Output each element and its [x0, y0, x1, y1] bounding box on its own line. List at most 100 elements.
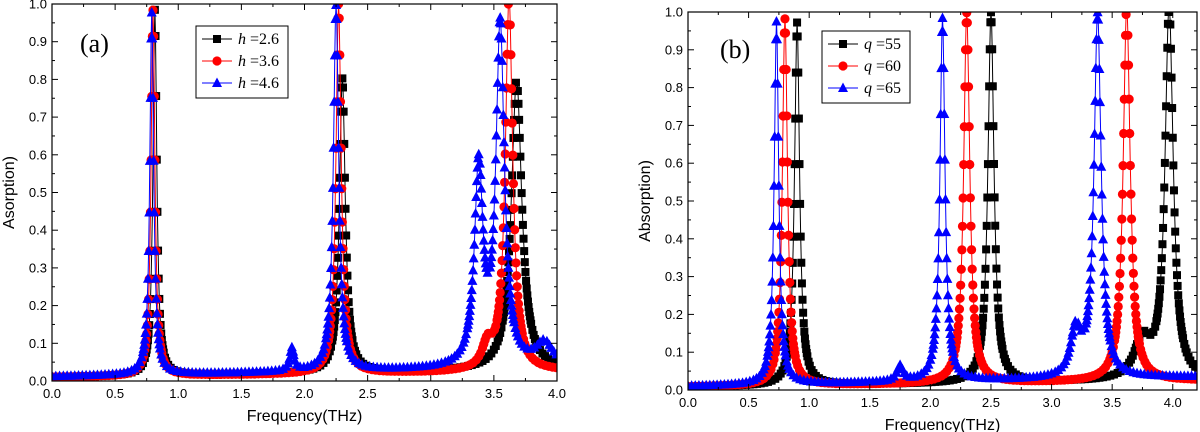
- data-point: [495, 287, 505, 298]
- data-point: [1125, 128, 1135, 139]
- data-point: [1095, 130, 1106, 140]
- data-point: [1088, 159, 1099, 169]
- data-point: [509, 133, 518, 142]
- data-point: [932, 289, 943, 300]
- data-point: [494, 333, 503, 342]
- data-point: [993, 280, 1002, 289]
- data-point: [783, 197, 793, 207]
- data-point: [498, 109, 509, 120]
- x-tick-label: 0.5: [740, 395, 758, 410]
- x-tick-label: 1.0: [800, 395, 818, 410]
- data-point: [148, 92, 158, 102]
- data-point: [1112, 316, 1122, 326]
- data-point: [503, 4, 513, 9]
- data-point: [1084, 284, 1095, 294]
- data-point: [803, 352, 812, 361]
- data-point: [776, 308, 787, 319]
- data-point: [772, 78, 783, 88]
- data-point: [326, 241, 337, 252]
- data-point: [938, 26, 949, 36]
- data-point: [340, 139, 349, 148]
- data-point: [797, 258, 806, 267]
- data-point: [966, 221, 976, 231]
- data-point: [525, 307, 534, 316]
- data-point: [507, 118, 517, 128]
- data-point: [805, 361, 814, 370]
- data-point: [1160, 183, 1169, 192]
- data-point: [524, 303, 533, 312]
- data-point: [154, 338, 165, 349]
- data-point: [153, 333, 164, 344]
- data-point: [977, 333, 986, 342]
- data-point: [149, 206, 160, 217]
- data-point: [518, 220, 527, 229]
- data-point: [1118, 160, 1128, 171]
- data-point: [987, 18, 996, 27]
- data-point: [930, 313, 941, 323]
- data-point: [494, 295, 505, 305]
- data-point: [1126, 214, 1137, 224]
- data-point: [1100, 289, 1111, 299]
- data-point: [794, 68, 803, 77]
- data-point: [1123, 30, 1133, 40]
- legend-item: h =3.6: [202, 53, 279, 70]
- data-point: [513, 299, 524, 309]
- data-point: [1151, 322, 1160, 331]
- data-point: [334, 231, 343, 240]
- data-point: [991, 245, 1000, 254]
- data-point: [785, 294, 796, 304]
- data-point: [148, 155, 159, 165]
- data-point: [1129, 292, 1140, 302]
- data-point: [325, 279, 336, 289]
- y-tick-label: 0.9: [665, 42, 683, 57]
- data-point: [343, 271, 352, 280]
- y-tick-label: 1.0: [29, 0, 47, 12]
- data-point: [1099, 266, 1110, 276]
- x-axis-title: Frequency(THz): [885, 417, 1001, 432]
- data-point: [1176, 312, 1185, 321]
- data-point: [324, 302, 335, 313]
- data-point: [499, 161, 510, 172]
- data-point: [335, 173, 344, 182]
- data-point: [335, 241, 346, 251]
- data-point: [980, 280, 989, 289]
- data-point: [1179, 334, 1188, 343]
- data-point: [1103, 323, 1114, 334]
- data-point: [336, 278, 347, 289]
- data-point: [939, 154, 950, 164]
- data-point: [332, 298, 341, 307]
- data-point: [505, 20, 515, 30]
- data-point: [470, 208, 481, 218]
- data-point: [334, 182, 345, 192]
- data-point: [461, 328, 472, 339]
- data-point: [958, 193, 968, 203]
- data-point: [338, 302, 349, 312]
- data-point: [504, 272, 515, 282]
- data-point: [520, 258, 529, 267]
- data-point: [1067, 326, 1078, 337]
- data-point: [982, 221, 991, 230]
- data-point: [1115, 268, 1125, 279]
- data-point: [940, 193, 951, 204]
- data-point: [486, 244, 497, 254]
- data-point: [932, 273, 943, 284]
- data-point: [340, 173, 349, 182]
- data-point: [957, 245, 967, 255]
- data-point: [969, 304, 979, 314]
- data-point: [134, 356, 145, 367]
- data-point: [1079, 322, 1090, 333]
- data-point: [764, 328, 775, 339]
- legend-box: [195, 25, 289, 99]
- data-point: [928, 339, 939, 349]
- data-point: [982, 245, 991, 254]
- data-point: [521, 267, 530, 276]
- data-point: [981, 264, 990, 273]
- data-point: [1160, 158, 1169, 167]
- data-point: [937, 12, 948, 23]
- panel-label: (a): [80, 29, 109, 58]
- data-point: [1162, 72, 1171, 81]
- y-axis-title: Absorption): [637, 160, 654, 242]
- data-point: [473, 148, 484, 159]
- data-point: [964, 122, 974, 132]
- x-tick-label: 3.0: [1043, 395, 1061, 410]
